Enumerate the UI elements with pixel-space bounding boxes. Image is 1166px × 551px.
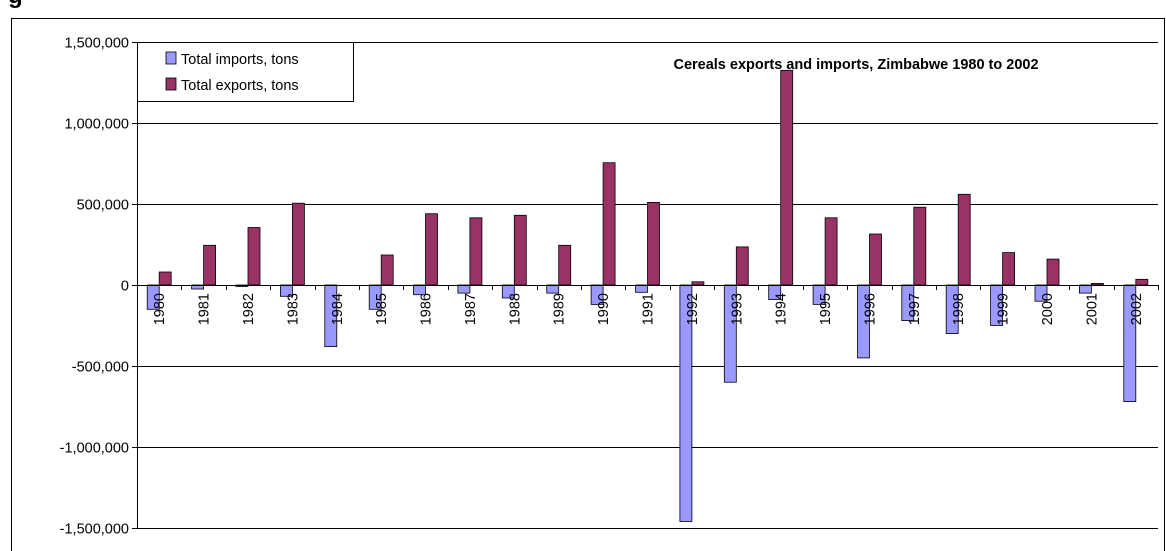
x-tick-label: 1998	[951, 293, 967, 325]
x-axis-ticks	[137, 285, 1159, 290]
x-tick-label: 1981	[197, 293, 213, 325]
x-tick-label: 1986	[419, 293, 435, 325]
export-bar	[691, 281, 705, 286]
y-tick-label: 1,500,000	[64, 36, 129, 52]
x-tick-label: 1984	[330, 293, 346, 325]
export-bar	[1091, 282, 1104, 286]
export-bar	[1135, 278, 1149, 286]
export-bar	[247, 227, 261, 286]
export-bar	[558, 244, 572, 286]
x-tick-label: 2000	[1040, 293, 1056, 325]
y-axis-ticks: 1,500,000 1,000,000 500,000 0 -500,000 -1,000…	[60, 36, 137, 538]
export-bar	[780, 69, 794, 286]
x-tick-label: 1990	[596, 293, 612, 325]
x-tick-label: 1992	[685, 293, 701, 325]
export-bar	[513, 214, 527, 286]
legend-swatch	[165, 77, 177, 91]
y-tick-label: -1,000,000	[60, 441, 129, 457]
export-bar	[380, 254, 394, 286]
x-tick-label: 1982	[241, 293, 257, 325]
clipped-heading: g	[8, 0, 23, 10]
legend-swatch	[165, 51, 177, 65]
bars	[146, 69, 1149, 522]
import-bar	[457, 284, 471, 294]
export-bar	[1002, 252, 1015, 286]
y-tick-label: -1,500,000	[60, 522, 129, 538]
x-axis-labels: 1980 1981 1982 1983 1984 1985 1986 1987 1988 1989…	[152, 293, 1145, 325]
export-bar	[869, 233, 882, 286]
x-tick-label: 1980	[152, 293, 168, 325]
export-bar	[158, 271, 172, 286]
export-bar	[602, 162, 616, 286]
x-tick-label: 1985	[374, 293, 390, 325]
x-tick-label: 1988	[507, 293, 523, 325]
export-bar	[647, 201, 660, 286]
legend-label: Total exports, tons	[181, 78, 299, 94]
export-bar	[291, 202, 305, 286]
x-tick-label: 2002	[1129, 293, 1145, 325]
legend-label: Total imports, tons	[181, 52, 299, 68]
x-tick-label: 1989	[552, 293, 568, 325]
x-tick-label: 1997	[907, 293, 923, 325]
y-tick-label: 500,000	[77, 198, 129, 214]
x-tick-label: 1987	[463, 293, 479, 325]
import-bar	[546, 284, 560, 294]
legend: Total imports, tons Total exports, tons	[137, 42, 354, 102]
y-tick-label: -500,000	[72, 360, 129, 376]
export-bar	[1046, 258, 1060, 286]
x-tick-label: 1994	[774, 293, 790, 325]
x-tick-label: 2001	[1084, 293, 1100, 325]
chart-title: Cereals exports and imports, Zimbabwe 19…	[673, 57, 1038, 73]
import-bar	[635, 284, 648, 293]
export-bar	[957, 193, 971, 286]
x-tick-label: 1995	[818, 293, 834, 325]
x-tick-label: 1993	[729, 293, 745, 325]
x-tick-label: 1999	[996, 293, 1012, 325]
export-bar	[425, 213, 438, 286]
import-bar	[1079, 284, 1092, 294]
export-bar	[824, 217, 838, 286]
x-tick-label: 1983	[285, 293, 301, 325]
y-tick-label: 0	[121, 279, 129, 295]
export-bar	[735, 246, 749, 286]
y-tick-label: 1,000,000	[64, 117, 129, 133]
x-tick-label: 1991	[641, 293, 657, 325]
export-bar	[203, 244, 217, 286]
export-bar	[913, 206, 927, 286]
x-tick-label: 1996	[863, 293, 879, 325]
export-bar	[469, 217, 483, 286]
